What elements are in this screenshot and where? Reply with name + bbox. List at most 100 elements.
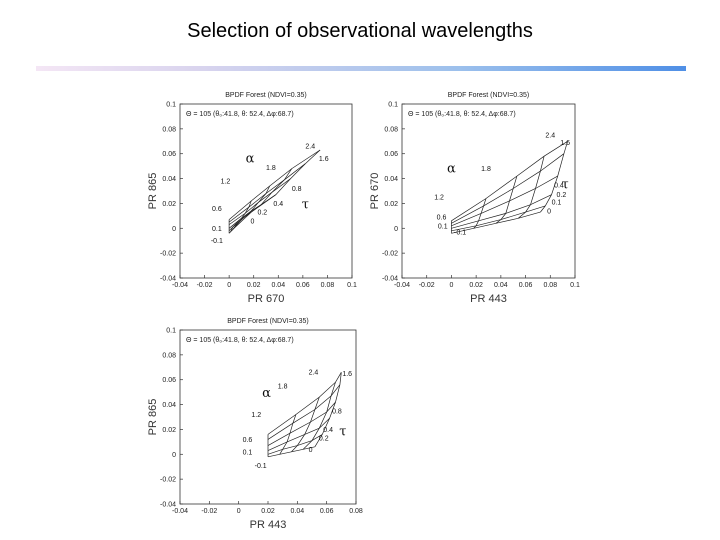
x-tick-label: 0.02 — [261, 508, 275, 515]
y-tick-label: 0 — [172, 452, 176, 459]
y-tick-label: -0.04 — [382, 276, 398, 283]
slide-title: Selection of observational wavelengths — [187, 20, 533, 42]
tau-value-label: 1.6 — [560, 140, 570, 147]
x-tick-label: 0.1 — [570, 282, 580, 289]
tau-value-label: 0.4 — [273, 201, 283, 208]
y-tick-label: 0.08 — [162, 352, 176, 359]
chart-svg: BPDF Forest (NDVI=0.35) Θ = 105 (θ₀:41.8,… — [147, 318, 363, 531]
alpha-symbol: α — [447, 161, 456, 176]
alpha-value-label: -0.1 — [255, 463, 267, 470]
tau-line — [517, 156, 545, 219]
x-tick-label: -0.04 — [394, 282, 410, 289]
x-tick-label: 0.04 — [291, 508, 305, 515]
chart-title: BPDF Forest (NDVI=0.35) — [225, 92, 307, 99]
chart-title: BPDF Forest (NDVI=0.35) — [448, 92, 530, 99]
tau-line — [230, 200, 252, 233]
x-tick-label: 0 — [449, 282, 453, 289]
alpha-value-label: 1.8 — [278, 383, 288, 390]
alpha-line — [267, 417, 330, 451]
alpha-value-label: 0.1 — [212, 226, 222, 233]
x-tick-label: -0.04 — [172, 282, 188, 289]
tau-value-label: 0.2 — [557, 192, 567, 199]
plot-frame — [401, 103, 576, 279]
x-tick-label: 0.08 — [543, 282, 557, 289]
alpha-value-label: 1.2 — [221, 179, 231, 186]
alpha-value-label: -0.1 — [454, 230, 466, 237]
y-tick-label: 0.1 — [166, 102, 176, 109]
y-axis-label: PR 865 — [147, 399, 159, 436]
y-tick-label: 0.04 — [384, 176, 398, 183]
tau-value-label: 0.2 — [257, 210, 267, 217]
chart-subtitle: Θ = 105 (θ₀:41.8, θ: 52.4, Δφ:68.7) — [408, 111, 516, 118]
tau-symbol: τ — [562, 178, 569, 193]
x-tick-label: 0.04 — [271, 282, 285, 289]
alpha-value-label: -0.1 — [211, 238, 223, 245]
y-tick-label: 0.04 — [162, 402, 176, 409]
y-axis-label: PR 670 — [369, 173, 381, 210]
chart-panel-pr670-pr865: BPDF Forest (NDVI=0.35) Θ = 105 (θ₀:41.8,… — [140, 84, 360, 305]
alpha-line — [228, 149, 321, 220]
plot-frame — [179, 329, 357, 505]
tau-value-label: 0.1 — [552, 200, 562, 207]
tau-value-label: 0.8 — [332, 408, 342, 415]
x-tick-label: 0 — [227, 282, 231, 289]
x-tick-label: 0.04 — [494, 282, 508, 289]
alpha-symbol: α — [262, 386, 271, 401]
y-tick-label: 0.06 — [162, 377, 176, 384]
alpha-value-label: 0.6 — [243, 437, 253, 444]
y-tick-label: -0.04 — [160, 502, 176, 509]
x-tick-label: 0.06 — [320, 508, 334, 515]
x-tick-label: -0.02 — [201, 508, 217, 515]
x-axis-label: PR 670 — [248, 293, 285, 305]
alpha-value-label: 0.6 — [212, 206, 222, 213]
tau-line — [495, 175, 518, 224]
alpha-line — [451, 205, 546, 232]
x-tick-label: 0.02 — [247, 282, 261, 289]
chart-panel-pr443-pr670: BPDF Forest (NDVI=0.35) Θ = 105 (θ₀:41.8,… — [365, 84, 585, 305]
x-tick-label: 0.06 — [296, 282, 310, 289]
y-tick-label: 0.08 — [162, 126, 176, 133]
alpha-value-label: 1.2 — [251, 412, 261, 419]
y-tick-label: 0.08 — [384, 126, 398, 133]
tau-line — [473, 198, 487, 229]
title-underline-rule — [36, 66, 686, 71]
tau-line — [291, 396, 320, 453]
chart-svg: BPDF Forest (NDVI=0.35) Θ = 105 (θ₀:41.8,… — [147, 92, 357, 305]
x-tick-label: -0.02 — [419, 282, 435, 289]
chart-subtitle: Θ = 105 (θ₀:41.8, θ: 52.4, Δφ:68.7) — [186, 111, 294, 118]
plot-frame — [179, 103, 353, 279]
x-axis-label: PR 443 — [470, 293, 507, 305]
tau-symbol: τ — [302, 197, 309, 212]
alpha-value-label: 1.2 — [434, 195, 444, 202]
alpha-value-label: 1.8 — [481, 166, 491, 173]
y-tick-label: 0.04 — [162, 176, 176, 183]
tau-value-label: 0 — [251, 218, 255, 225]
chart-subtitle: Θ = 105 (θ₀:41.8, θ: 52.4, Δφ:68.7) — [186, 337, 294, 344]
x-tick-label: 0.08 — [321, 282, 335, 289]
alpha-line — [451, 141, 568, 222]
alpha-value-label: 1.8 — [266, 165, 276, 172]
y-axis-label: PR 865 — [147, 173, 159, 210]
tau-value-label: 0 — [547, 208, 551, 215]
tau-value-label: 0.4 — [554, 182, 564, 189]
y-tick-label: 0.02 — [384, 201, 398, 208]
y-tick-label: -0.02 — [160, 477, 176, 484]
alpha-value-label: 0.1 — [438, 223, 448, 230]
tau-value-label: 0.2 — [319, 436, 329, 443]
tau-line — [231, 185, 271, 232]
x-tick-label: -0.04 — [172, 508, 188, 515]
y-tick-label: 0.1 — [388, 102, 398, 109]
x-tick-label: 0.1 — [347, 282, 357, 289]
tau-value-label: 0 — [309, 447, 313, 454]
tau-value-label: 0.4 — [323, 427, 333, 434]
y-tick-label: -0.02 — [160, 251, 176, 258]
tau-value-label: 1.6 — [319, 156, 329, 163]
tau-line — [302, 382, 336, 450]
tau-value-label: 1.6 — [342, 371, 352, 378]
x-tick-label: 0.02 — [469, 282, 483, 289]
y-tick-label: 0.02 — [162, 427, 176, 434]
y-tick-label: 0.06 — [384, 151, 398, 158]
tau-line — [279, 414, 297, 455]
x-tick-label: -0.02 — [197, 282, 213, 289]
y-tick-label: 0.06 — [162, 151, 176, 158]
